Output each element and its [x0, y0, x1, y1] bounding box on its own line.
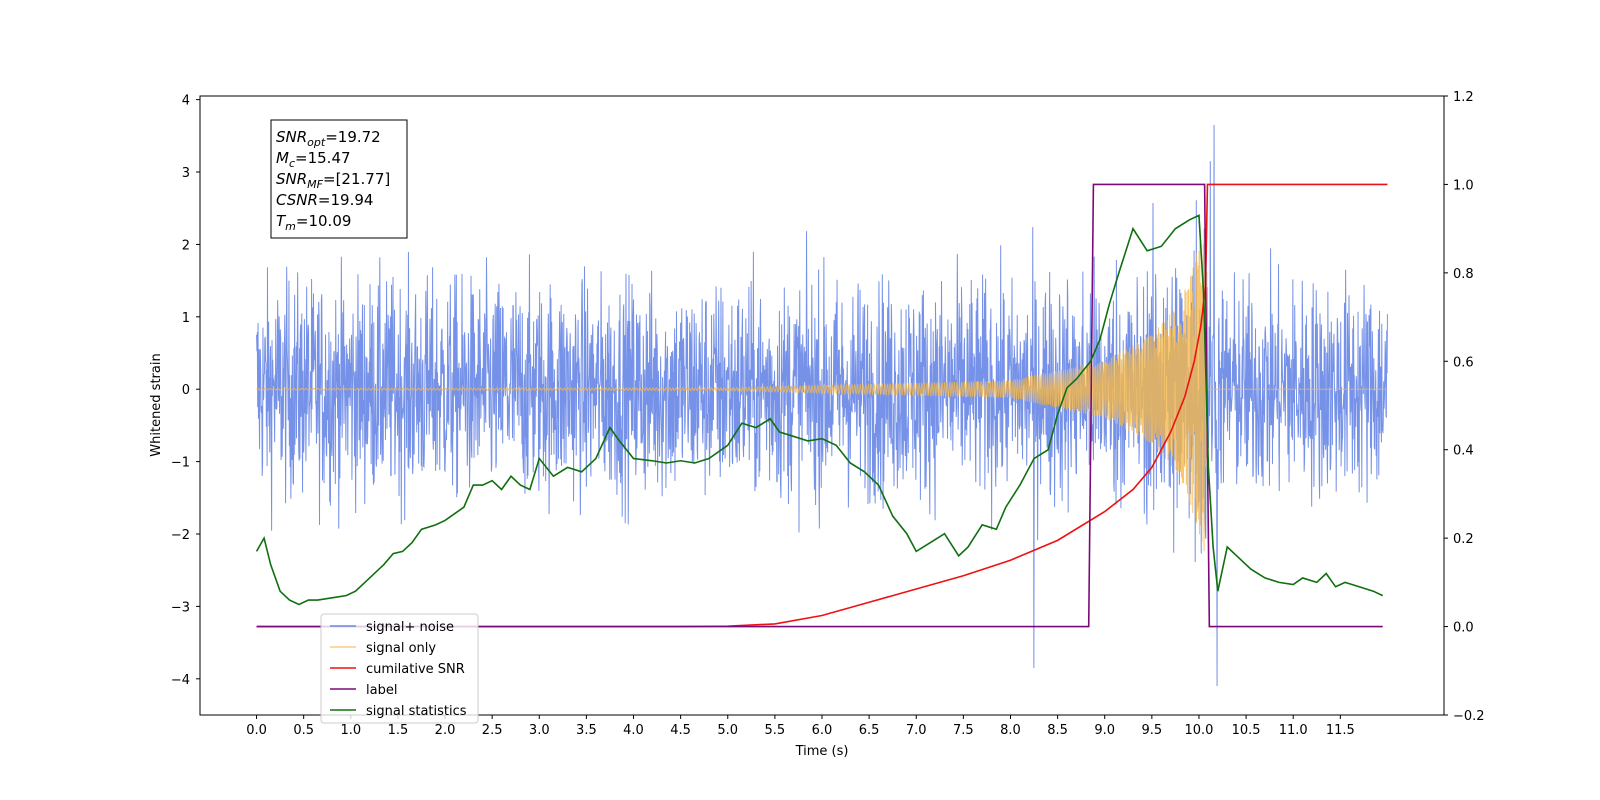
info-value: =[21.77] [323, 170, 390, 188]
info-value: =19.94 [318, 191, 374, 209]
x-axis-label: Time (s) [795, 744, 849, 759]
y-axis-right: 1.2 1.0 0.8 0.6 0.4 0.2 0.0 −0.2 [1444, 90, 1485, 724]
y2-tick-label: 0.4 [1453, 444, 1474, 459]
y-tick-label: 0 [182, 383, 190, 398]
y-tick-label: 4 [182, 94, 190, 109]
x-tick-label: 4.5 [670, 723, 691, 738]
x-tick-label: 5.5 [765, 723, 786, 738]
x-tick-label: 8.5 [1047, 723, 1068, 738]
legend-label: signal only [366, 641, 436, 656]
x-tick-label: 0.0 [246, 723, 267, 738]
y-tick-label: −4 [171, 673, 190, 688]
signal-statistics-line [255, 214, 1384, 606]
info-subscript: m [285, 220, 296, 233]
x-tick-label: 6.0 [812, 723, 833, 738]
info-box-frame [270, 119, 408, 239]
x-tick-label: 11.0 [1279, 723, 1308, 738]
y2-tick-label: −0.2 [1453, 709, 1485, 724]
y2-tick-label: 1.2 [1453, 90, 1474, 105]
info-value: =10.09 [296, 212, 352, 230]
x-tick-label: 1.5 [388, 723, 409, 738]
x-tick-label: 8.0 [1000, 723, 1021, 738]
y-tick-label: −2 [171, 528, 190, 543]
x-tick-label: 11.5 [1326, 723, 1355, 738]
info-box: SNRopt=19.72Mc=15.47SNRMF=[21.77]CSNR=19… [270, 119, 408, 239]
info-symbol: T [276, 212, 287, 230]
y2-tick-label: 0.2 [1453, 532, 1474, 547]
x-tick-label: 9.0 [1094, 723, 1115, 738]
x-tick-label: 10.5 [1232, 723, 1261, 738]
x-tick-label: 7.0 [906, 723, 927, 738]
signal-only-line [256, 228, 1388, 552]
y2-tick-label: 0.0 [1453, 621, 1474, 636]
info-line: CSNR=19.94 [276, 191, 373, 209]
series-signal-statistics [255, 214, 1384, 606]
y2-tick-label: 1.0 [1453, 178, 1474, 193]
x-tick-label: 10.0 [1184, 723, 1213, 738]
x-axis: 0.0 0.5 1.0 1.5 2.0 2.5 3.0 3.5 4.0 4.5 5.0 5.5 6.0 6… [246, 715, 1355, 738]
legend-frame [320, 613, 479, 724]
legend-label: signal+ noise [366, 620, 454, 635]
legend-label: signal statistics [366, 704, 467, 719]
info-symbol: M [276, 149, 289, 167]
info-line: SNRMF=[21.77] [276, 170, 390, 191]
x-tick-label: 0.5 [293, 723, 314, 738]
x-tick-label: 2.0 [435, 723, 456, 738]
x-tick-label: 6.5 [859, 723, 880, 738]
x-tick-label: 4.0 [623, 723, 644, 738]
x-tick-label: 3.5 [576, 723, 597, 738]
info-symbol: SNR [276, 170, 307, 188]
plot-area [255, 124, 1388, 687]
info-line: SNRopt=19.72 [276, 128, 381, 149]
y-tick-label: −1 [171, 456, 190, 471]
x-tick-label: 5.0 [717, 723, 738, 738]
info-subscript: MF [307, 178, 323, 191]
y-axis-left: 4 3 2 1 0 −1 −2 −3 −4 [171, 94, 200, 688]
legend: signal+ noise signal only cumilative SNR la… [320, 613, 479, 724]
info-symbol: CSNR [276, 191, 318, 209]
series-label [256, 183, 1383, 628]
y2-tick-label: 0.6 [1453, 355, 1474, 370]
x-tick-label: 3.0 [529, 723, 550, 738]
info-line: Mc=15.47 [276, 149, 351, 170]
legend-label: cumilative SNR [366, 662, 465, 677]
series-signal-only [256, 228, 1388, 552]
x-tick-label: 1.0 [340, 723, 361, 738]
info-subscript: c [289, 157, 295, 170]
y-axis-label: Whitened strain [149, 353, 164, 456]
info-symbol: SNR [276, 128, 307, 146]
y-tick-label: 1 [182, 311, 190, 326]
x-tick-label: 2.5 [482, 723, 503, 738]
y-tick-label: −3 [171, 600, 190, 615]
label-line [256, 183, 1383, 628]
x-tick-label: 7.5 [953, 723, 974, 738]
info-line: Tm=10.09 [276, 212, 351, 233]
info-value: =19.72 [325, 128, 381, 146]
y2-tick-label: 0.8 [1453, 267, 1474, 282]
x-tick-label: 9.5 [1142, 723, 1163, 738]
info-subscript: opt [307, 136, 326, 149]
legend-label: label [366, 683, 397, 698]
info-value: =15.47 [295, 149, 351, 167]
y-tick-label: 2 [182, 238, 190, 253]
y-tick-label: 3 [182, 166, 190, 181]
